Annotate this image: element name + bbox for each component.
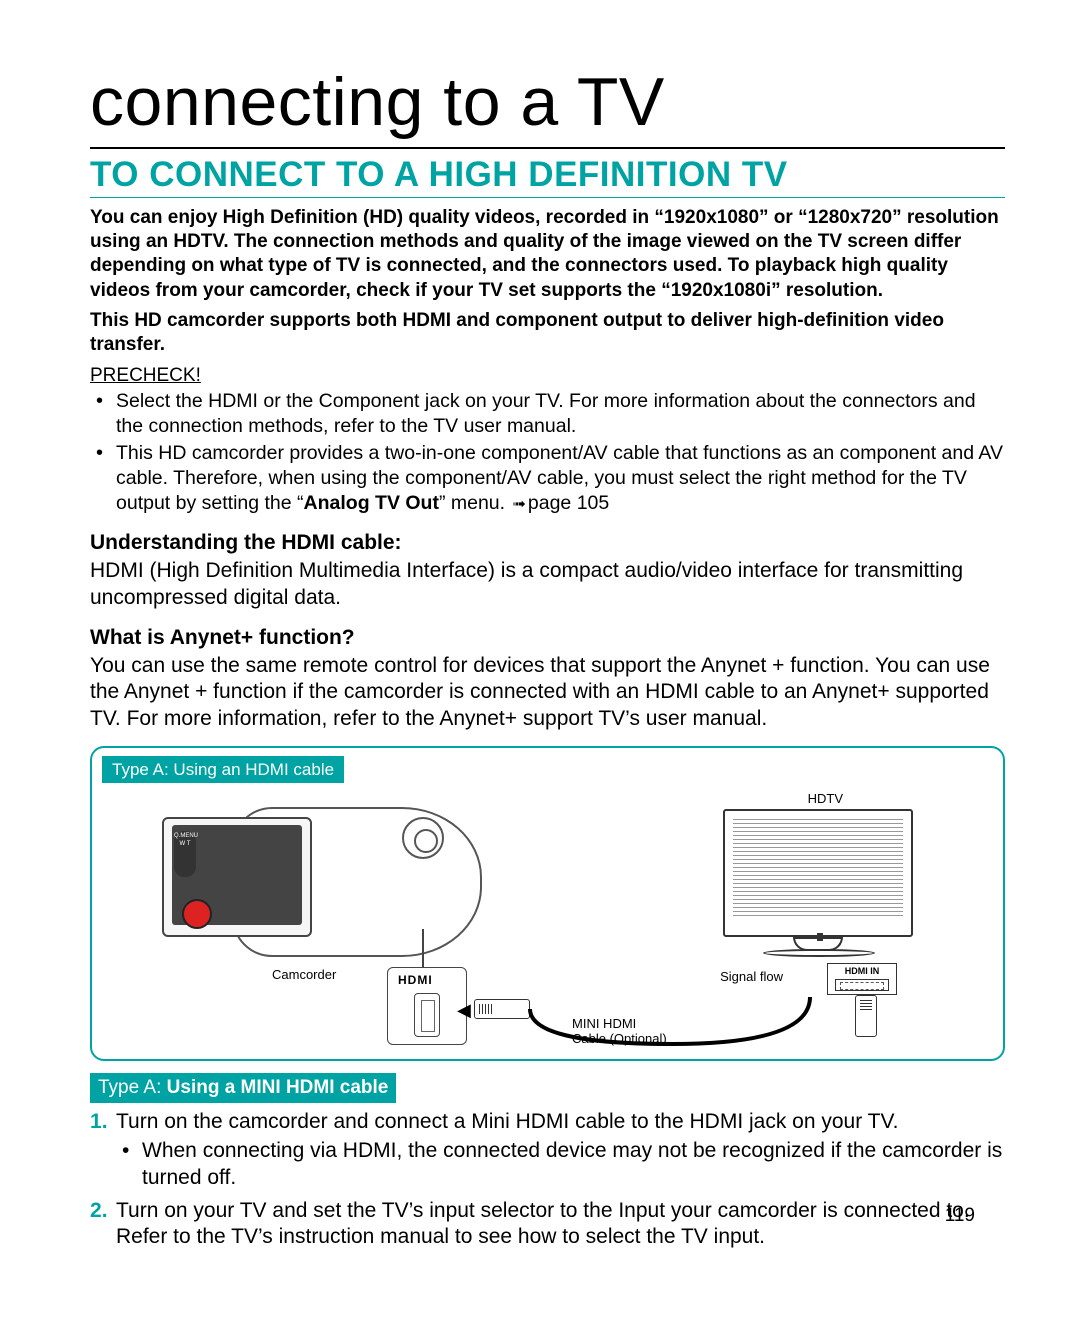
page-ref: page 105 [528,492,609,514]
hdtv-base-icon [763,949,875,957]
page-number: 119 [945,1204,975,1228]
diagram-area: HDTV Q.MENUW T Camcorder HDMI HDMI IN Si… [102,789,993,1049]
cable-line-icon [522,989,842,1059]
hdmi-heading: Understanding the HDMI cable: [90,530,1005,556]
analog-tv-out-menu: Analog TV Out [304,492,439,514]
camcorder-record-button-icon [182,899,212,929]
step-1-text: Turn on the camcorder and connect a Mini… [116,1110,898,1133]
diagram-tab: Type A: Using an HDMI cable [102,756,344,783]
precheck-list: Select the HDMI or the Component jack on… [90,389,1005,516]
type-a-bold: Using a MINI HDMI cable [167,1077,389,1098]
hdmi-plug-right-icon [855,995,877,1037]
diagram-box: Type A: Using an HDMI cable HDTV Q.MENUW… [90,746,1005,1061]
type-a-steps: Turn on the camcorder and connect a Mini… [90,1109,1005,1251]
precheck-label: PRECHECK! [90,364,1005,388]
precheck-item-1: Select the HDMI or the Component jack on… [116,389,1005,439]
hdtv-label: HDTV [808,791,843,807]
pointer-line-icon [422,929,424,969]
intro-para-1: You can enjoy High Definition (HD) quali… [90,206,1005,303]
camcorder-dial-icon [402,817,444,859]
camcorder-qmenu-icon: Q.MENUW T [174,831,196,877]
intro-para-2: This HD camcorder supports both HDMI and… [90,309,1005,358]
section-title: TO CONNECT TO A HIGH DEFINITION TV [90,153,1005,198]
anynet-text: You can use the same remote control for … [90,653,1005,732]
step-2: Turn on your TV and set the TV’s input s… [116,1198,1005,1252]
hdmi-logo: HDMI [398,973,433,988]
type-a-prefix: Type A: [98,1077,167,1098]
hdmi-in-label: HDMI IN [845,966,880,976]
intro-para-2-text: This HD camcorder supports both HDMI and… [90,310,944,355]
page-title: connecting to a TV [90,60,1005,149]
hdmi-slot-icon [414,993,440,1037]
mini-hdmi-label: MINI HDMI Cable (Optional) [572,1017,667,1047]
step-1: Turn on the camcorder and connect a Mini… [116,1109,1005,1192]
intro-para-1-text: You can enjoy High Definition (HD) quali… [90,207,999,301]
precheck-item-2: This HD camcorder provides a two-in-one … [116,441,1005,516]
hdmi-in-port-icon [835,979,889,991]
mini-hdmi-text: MINI HDMI [572,1016,636,1031]
page-ref-arrow-icon [510,492,527,514]
camcorder-label: Camcorder [272,967,336,983]
hdmi-text: HDMI (High Definition Multimedia Interfa… [90,558,1005,611]
hdtv-icon [723,809,913,937]
cable-optional-text: Cable (Optional) [572,1031,667,1046]
type-a-tab: Type A: Using a MINI HDMI cable [90,1073,396,1103]
step-1-sub: When connecting via HDMI, the connected … [142,1138,1005,1192]
anynet-heading: What is Anynet+ function? [90,625,1005,651]
precheck-item-2-tail: ” menu. [439,492,511,514]
signal-flow-label: Signal flow [720,969,783,985]
